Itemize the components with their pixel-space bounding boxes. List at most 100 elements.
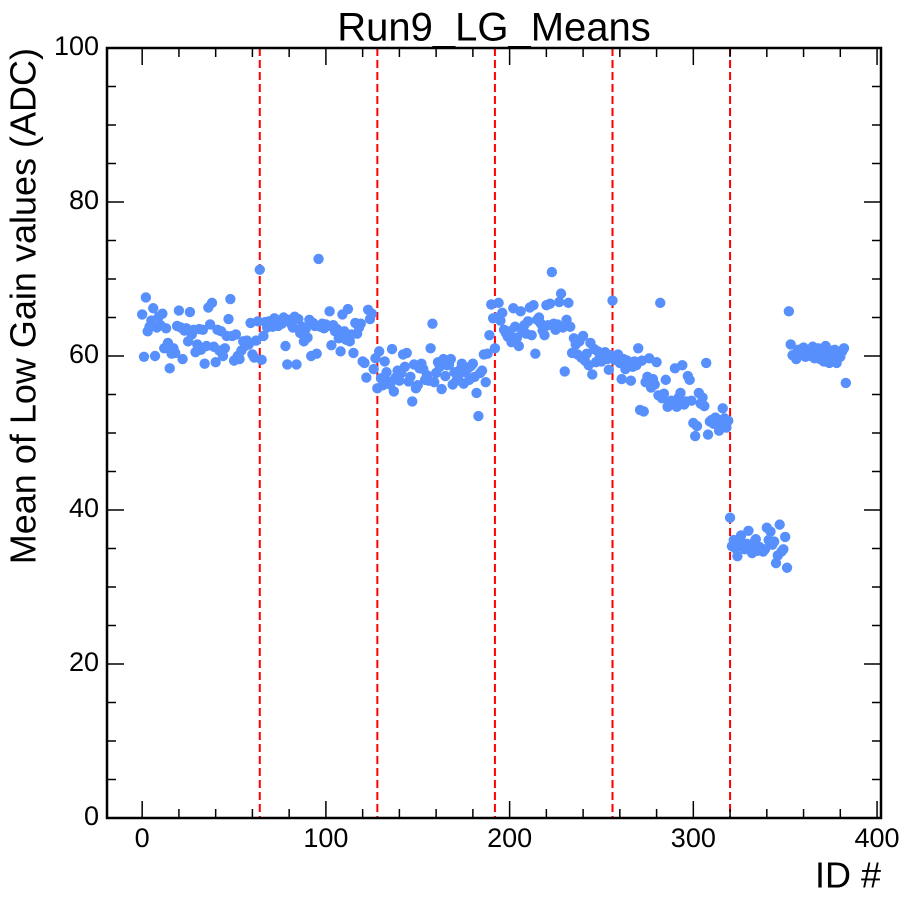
point xyxy=(335,346,346,357)
point xyxy=(149,350,161,362)
point xyxy=(480,376,491,388)
point xyxy=(513,340,525,352)
point xyxy=(148,303,159,314)
point xyxy=(355,318,367,329)
point xyxy=(136,309,148,320)
point xyxy=(779,531,791,543)
point xyxy=(489,343,501,354)
point xyxy=(546,266,558,278)
point xyxy=(555,288,567,299)
point xyxy=(348,347,359,359)
point xyxy=(840,377,852,389)
point xyxy=(204,319,216,330)
point xyxy=(361,372,372,383)
point xyxy=(691,420,703,432)
point xyxy=(223,313,234,325)
point xyxy=(778,544,789,555)
point xyxy=(258,330,269,342)
chart-title: Run9_LG_Means xyxy=(337,6,651,50)
point xyxy=(743,525,754,536)
point xyxy=(440,370,451,382)
y-tick-label: 60 xyxy=(69,339,99,369)
point xyxy=(302,332,313,343)
point xyxy=(528,299,539,311)
point xyxy=(649,379,660,390)
point xyxy=(526,330,537,341)
point xyxy=(293,313,304,325)
point xyxy=(405,371,416,382)
point xyxy=(689,430,701,442)
x-tick-label: 0 xyxy=(135,823,150,853)
point xyxy=(774,519,785,530)
point xyxy=(684,374,695,386)
point xyxy=(160,323,172,334)
point xyxy=(177,353,188,365)
point xyxy=(699,400,710,412)
point xyxy=(197,324,209,336)
point xyxy=(230,329,242,340)
point xyxy=(563,297,574,309)
point xyxy=(677,360,688,371)
point xyxy=(651,356,662,368)
point xyxy=(210,356,221,368)
point xyxy=(539,330,550,341)
point xyxy=(497,307,508,319)
point xyxy=(697,392,708,403)
point xyxy=(565,321,576,332)
point xyxy=(522,316,534,327)
point xyxy=(838,343,850,354)
point xyxy=(366,308,378,319)
point xyxy=(164,363,175,374)
point xyxy=(280,340,291,352)
point xyxy=(445,353,457,365)
point xyxy=(429,376,440,388)
point xyxy=(559,366,570,377)
point xyxy=(399,361,411,372)
point xyxy=(368,363,379,375)
point xyxy=(750,534,761,545)
point xyxy=(625,375,637,386)
point xyxy=(401,347,412,359)
point xyxy=(326,340,337,351)
point xyxy=(467,358,479,369)
point xyxy=(717,403,728,414)
point xyxy=(783,306,795,317)
point xyxy=(732,551,743,562)
point xyxy=(300,323,311,335)
point xyxy=(603,364,615,376)
point xyxy=(381,366,392,378)
x-tick-label: 100 xyxy=(303,823,348,853)
point xyxy=(234,353,245,365)
point xyxy=(587,369,598,380)
point xyxy=(199,358,210,369)
point xyxy=(282,359,293,370)
point xyxy=(781,562,793,573)
point xyxy=(324,306,335,317)
y-tick-label: 20 xyxy=(69,647,99,677)
y-axis-label: Mean of Low Gain values (ADC) xyxy=(3,48,44,564)
point xyxy=(206,297,218,309)
point xyxy=(482,348,493,359)
point xyxy=(633,343,644,354)
point xyxy=(138,351,150,362)
point xyxy=(724,512,736,523)
point xyxy=(476,365,488,376)
point xyxy=(686,395,697,406)
x-tick-label: 300 xyxy=(671,823,716,853)
point xyxy=(530,348,541,359)
point xyxy=(140,292,152,303)
point xyxy=(700,357,712,369)
point xyxy=(219,343,231,354)
point xyxy=(407,396,418,407)
point xyxy=(412,380,423,391)
y-tick-label: 100 xyxy=(54,31,99,61)
point xyxy=(765,526,776,537)
point xyxy=(702,429,714,440)
point xyxy=(379,356,390,367)
point xyxy=(515,306,526,317)
point xyxy=(254,264,265,275)
point xyxy=(373,346,385,357)
y-tick-label: 40 xyxy=(69,493,99,523)
plot-frame xyxy=(105,46,883,820)
